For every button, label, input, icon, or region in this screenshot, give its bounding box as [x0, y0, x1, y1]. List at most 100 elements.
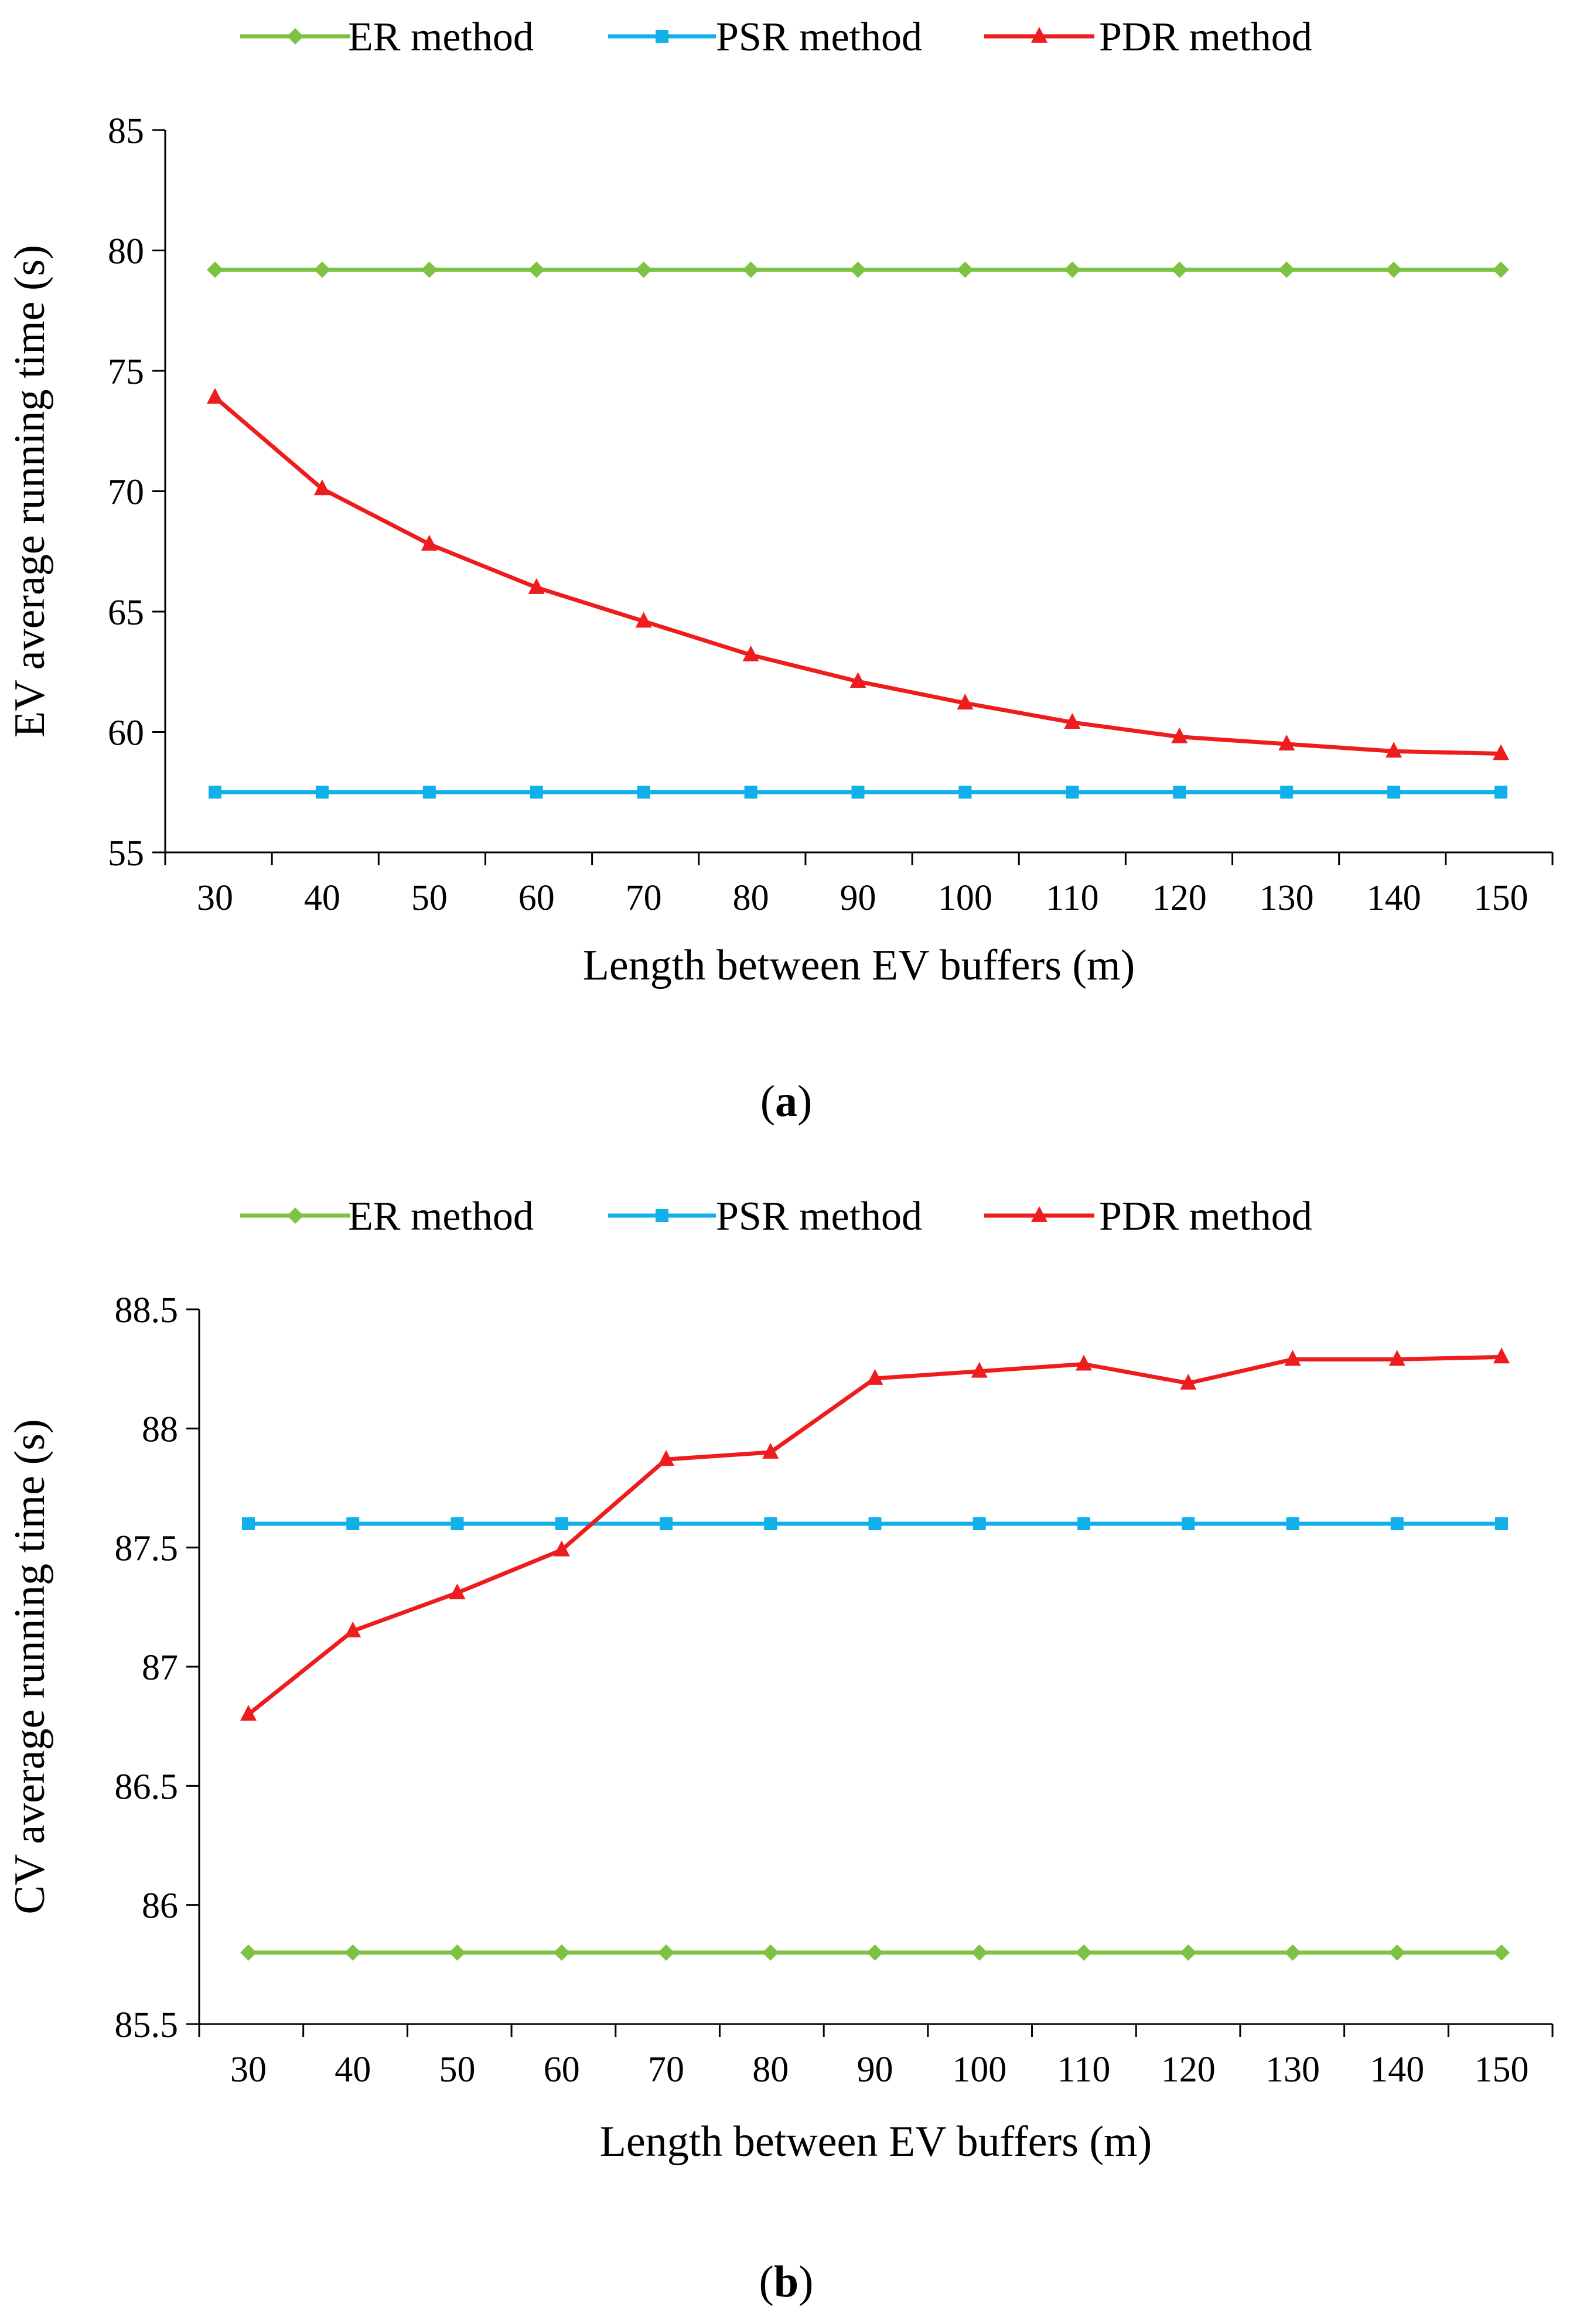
legend-marker — [1031, 1206, 1047, 1222]
data-point — [637, 786, 650, 799]
series-pdr-method — [240, 1347, 1510, 1721]
y-tick-label: 87.5 — [115, 1529, 179, 1569]
data-point — [742, 261, 759, 278]
data-point — [957, 261, 974, 278]
y-tick-label: 85 — [108, 111, 144, 151]
x-tick-label: 80 — [752, 2050, 789, 2090]
series-pdr-method — [207, 388, 1509, 760]
x-tick-label: 130 — [1260, 878, 1314, 918]
data-point — [1076, 1354, 1092, 1371]
panel-label-close-paren: ) — [797, 1077, 812, 1126]
data-point — [207, 261, 223, 278]
legend-label: PDR method — [1099, 1194, 1312, 1239]
data-point — [422, 786, 436, 799]
data-point — [1386, 261, 1403, 278]
data-point — [207, 388, 223, 404]
data-point — [1171, 261, 1188, 278]
legend-label: PSR method — [716, 1194, 922, 1239]
x-tick-label: 90 — [857, 2050, 893, 2090]
data-point — [1493, 744, 1509, 760]
legend-label: ER method — [348, 1194, 534, 1239]
data-point — [1388, 1944, 1405, 1961]
x-tick-label: 130 — [1265, 2050, 1320, 2090]
panel-label: (a) — [760, 1077, 813, 1126]
data-point — [1386, 742, 1403, 758]
data-point — [313, 261, 330, 278]
data-point — [1388, 1350, 1405, 1366]
data-point — [660, 1517, 673, 1530]
data-point — [344, 1621, 361, 1637]
x-tick-label: 110 — [1057, 2050, 1111, 2090]
data-point — [849, 261, 866, 278]
y-tick-label: 86 — [142, 1886, 178, 1926]
data-point — [528, 261, 545, 278]
data-point — [762, 1944, 779, 1961]
panel-label-close-paren: ) — [799, 2257, 813, 2306]
y-tick-label: 65 — [108, 593, 144, 633]
legend: ER method PSR method PDR method — [240, 15, 1312, 60]
data-point — [421, 261, 438, 278]
data-point — [1278, 261, 1295, 278]
data-point — [1076, 1944, 1092, 1961]
series-psr-method — [209, 786, 1507, 799]
data-point — [1493, 1944, 1510, 1961]
legend-marker — [287, 28, 303, 45]
legend-marker — [1031, 26, 1047, 43]
x-tick-label: 150 — [1474, 878, 1528, 918]
data-point — [1495, 1517, 1508, 1530]
data-point — [971, 1361, 988, 1378]
data-point — [868, 1517, 882, 1530]
x-tick-label: 40 — [304, 878, 340, 918]
x-tick-label: 30 — [230, 2050, 267, 2090]
legend: ER method PSR method PDR method — [240, 1194, 1312, 1239]
data-point — [658, 1450, 674, 1466]
data-point — [240, 1944, 257, 1961]
x-tick-label: 140 — [1370, 2050, 1424, 2090]
data-point — [1077, 1517, 1090, 1530]
data-point — [315, 786, 329, 799]
legend-marker — [287, 1207, 303, 1224]
y-tick-label: 70 — [108, 473, 144, 513]
x-tick-label: 60 — [518, 878, 555, 918]
data-point — [1182, 1517, 1195, 1530]
y-tick-label: 88 — [142, 1410, 178, 1449]
data-point — [1280, 786, 1294, 799]
x-tick-label: 100 — [952, 2050, 1006, 2090]
panel-label-letter: a — [775, 1077, 797, 1126]
y-axis-title: EV average running time (s) — [6, 245, 54, 738]
data-point — [421, 534, 438, 551]
y-tick-label: 87 — [142, 1648, 178, 1688]
data-point — [1180, 1373, 1197, 1390]
x-tick-label: 40 — [335, 2050, 371, 2090]
series-line — [213, 395, 1502, 756]
data-point — [635, 261, 652, 278]
x-axis-title: Length between EV buffers (m) — [583, 941, 1135, 989]
x-tick-label: 60 — [544, 2050, 580, 2090]
data-point — [1494, 786, 1507, 799]
series-line — [247, 1354, 1502, 1716]
data-point — [530, 786, 543, 799]
data-point — [1493, 261, 1509, 278]
legend-label: PDR method — [1099, 15, 1312, 60]
data-point — [1286, 1517, 1299, 1530]
x-tick-label: 70 — [626, 878, 662, 918]
panel-label-letter: b — [774, 2257, 799, 2306]
x-tick-label: 70 — [648, 2050, 684, 2090]
legend-marker — [656, 1209, 668, 1222]
data-point — [866, 1944, 883, 1961]
data-point — [866, 1369, 883, 1385]
data-point — [973, 1517, 986, 1530]
legend-marker — [656, 30, 668, 43]
x-tick-label: 80 — [733, 878, 769, 918]
x-tick-label: 90 — [840, 878, 876, 918]
data-point — [553, 1944, 570, 1961]
data-point — [528, 578, 545, 594]
chart-panel-a: 55 60 65 70 75 80 85 30 40 50 60 70 80 90 100 110 120 130… — [6, 15, 1554, 1126]
data-point — [553, 1540, 570, 1557]
data-point — [240, 1705, 257, 1721]
x-tick-label: 50 — [411, 878, 448, 918]
panel-label-open-paren: ( — [759, 2257, 774, 2306]
data-point — [849, 672, 866, 688]
y-tick-label: 86.5 — [115, 1767, 179, 1807]
x-tick-label: 120 — [1161, 2050, 1216, 2090]
